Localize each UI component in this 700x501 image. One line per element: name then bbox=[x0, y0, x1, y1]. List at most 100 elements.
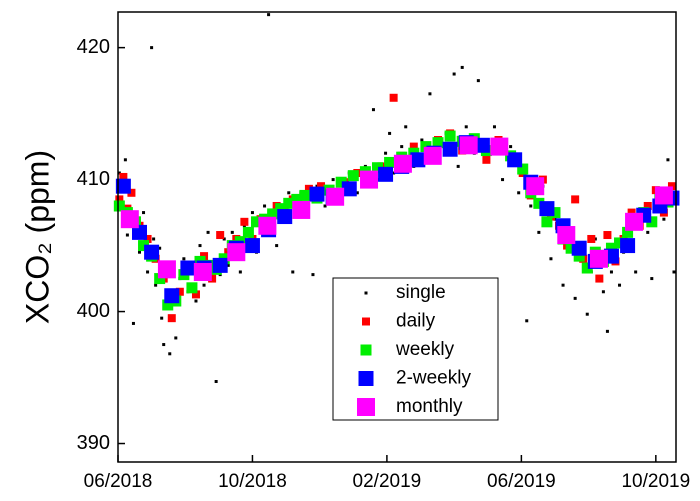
point bbox=[389, 93, 398, 102]
point bbox=[347, 170, 359, 182]
x-tick-label: 10/2019 bbox=[621, 471, 690, 492]
point bbox=[571, 240, 587, 256]
point bbox=[138, 250, 142, 254]
point bbox=[267, 13, 271, 17]
point bbox=[627, 208, 636, 217]
point bbox=[115, 195, 124, 204]
point bbox=[667, 182, 676, 191]
point bbox=[157, 260, 176, 279]
point bbox=[384, 151, 388, 155]
point bbox=[154, 283, 158, 287]
point bbox=[208, 274, 217, 283]
point bbox=[585, 312, 589, 316]
point bbox=[525, 319, 529, 323]
point bbox=[432, 137, 444, 149]
point bbox=[123, 158, 127, 162]
point bbox=[146, 270, 150, 274]
legend-marker bbox=[360, 344, 372, 356]
plot-frame bbox=[117, 11, 677, 463]
point bbox=[160, 316, 164, 320]
y-tick-label: 420 bbox=[77, 36, 110, 58]
point bbox=[666, 158, 670, 162]
point bbox=[191, 290, 200, 299]
point bbox=[168, 352, 172, 356]
point bbox=[573, 250, 585, 262]
point bbox=[275, 203, 287, 215]
legend-label: monthly bbox=[396, 396, 463, 417]
point bbox=[557, 226, 576, 245]
point bbox=[517, 163, 529, 175]
point bbox=[650, 277, 654, 281]
point bbox=[595, 274, 604, 283]
point bbox=[456, 164, 460, 168]
point bbox=[162, 343, 166, 347]
point bbox=[423, 146, 442, 165]
point bbox=[507, 152, 523, 168]
point bbox=[263, 204, 267, 208]
point bbox=[323, 204, 327, 208]
point bbox=[206, 230, 210, 234]
point bbox=[175, 287, 184, 296]
point bbox=[646, 230, 650, 234]
point bbox=[587, 234, 596, 243]
point bbox=[654, 186, 673, 205]
point bbox=[643, 201, 652, 210]
point bbox=[371, 162, 383, 174]
point bbox=[492, 125, 496, 129]
point bbox=[601, 290, 605, 294]
point bbox=[216, 231, 225, 240]
x-tick-label: 02/2019 bbox=[353, 471, 422, 492]
point bbox=[150, 46, 154, 50]
point bbox=[174, 336, 178, 340]
x-tick-label: 06/2019 bbox=[487, 471, 556, 492]
point bbox=[444, 130, 456, 142]
point bbox=[186, 282, 198, 294]
point bbox=[138, 240, 150, 252]
legend-marker bbox=[362, 317, 370, 326]
point bbox=[113, 200, 125, 212]
point bbox=[400, 145, 404, 149]
point bbox=[283, 197, 295, 209]
point bbox=[326, 187, 345, 206]
point bbox=[662, 217, 666, 221]
point bbox=[646, 216, 658, 228]
point bbox=[539, 201, 555, 217]
legend-marker bbox=[358, 371, 374, 386]
point bbox=[581, 262, 593, 274]
point bbox=[460, 65, 464, 69]
point bbox=[244, 238, 260, 254]
point bbox=[154, 273, 166, 285]
x-tick-label: 10/2018 bbox=[218, 471, 287, 492]
point bbox=[541, 216, 553, 228]
point bbox=[258, 216, 277, 235]
point bbox=[212, 257, 228, 273]
point bbox=[277, 209, 293, 225]
point bbox=[317, 182, 326, 191]
point bbox=[672, 270, 676, 274]
point bbox=[167, 314, 176, 323]
point bbox=[571, 195, 580, 204]
point bbox=[605, 329, 609, 333]
point bbox=[242, 226, 254, 238]
point bbox=[144, 244, 160, 260]
point bbox=[287, 191, 291, 195]
point bbox=[164, 288, 180, 304]
point bbox=[194, 299, 198, 303]
point bbox=[622, 226, 634, 238]
point bbox=[384, 156, 396, 168]
legend-marker bbox=[364, 291, 368, 295]
point bbox=[250, 216, 262, 228]
point bbox=[227, 243, 246, 262]
point bbox=[573, 296, 577, 300]
point bbox=[490, 137, 509, 156]
point bbox=[180, 260, 196, 276]
point bbox=[335, 176, 347, 188]
point bbox=[152, 237, 156, 241]
point bbox=[341, 181, 357, 197]
point bbox=[267, 208, 279, 220]
point bbox=[143, 234, 152, 243]
point bbox=[526, 177, 545, 196]
point bbox=[529, 204, 533, 208]
point bbox=[442, 141, 458, 157]
